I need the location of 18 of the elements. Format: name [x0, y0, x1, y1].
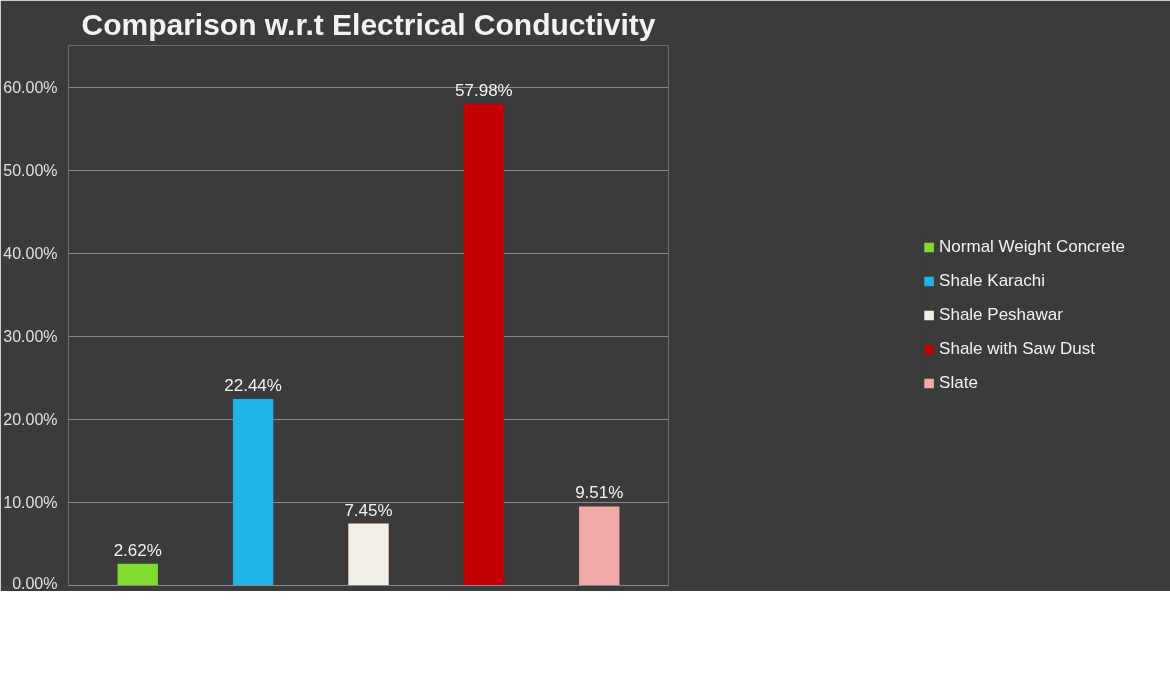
- legend-label: Normal Weight Concrete: [939, 237, 1125, 257]
- legend-label: Slate: [939, 373, 978, 393]
- y-tick-label: 10.00%: [3, 493, 58, 511]
- y-tick-label: 60.00%: [3, 78, 58, 96]
- data-label: 7.45%: [344, 500, 393, 520]
- y-tick-label: 30.00%: [3, 327, 58, 345]
- data-label: 9.51%: [575, 483, 624, 503]
- y-tick-label: 50.00%: [3, 161, 58, 179]
- legend-label: Shale with Saw Dust: [939, 339, 1095, 359]
- y-tick-label: 0.00%: [12, 574, 58, 592]
- data-label: 2.62%: [113, 540, 162, 560]
- data-label: 22.44%: [224, 376, 282, 396]
- y-tick-label: 20.00%: [3, 410, 58, 428]
- legend-label: Shale Karachi: [939, 271, 1045, 291]
- legend-label: Shale Peshawar: [939, 305, 1063, 325]
- chart-title: Comparison w.r.t Electrical Conductivity: [81, 7, 656, 41]
- data-label: 57.98%: [455, 80, 513, 100]
- y-tick-label: 40.00%: [3, 244, 58, 262]
